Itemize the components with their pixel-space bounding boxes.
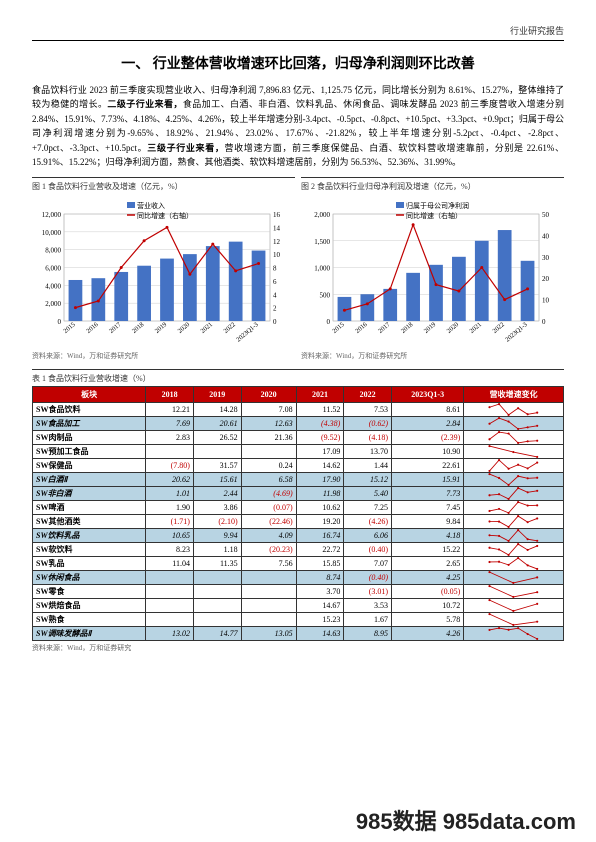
table-row: SW保健品(7.80)31.570.2414.621.4422.61 bbox=[33, 459, 564, 473]
chart1-title: 图 1 食品饮料行业营收及增速（亿元，%） bbox=[32, 177, 295, 192]
svg-text:0: 0 bbox=[273, 318, 277, 326]
svg-text:2018: 2018 bbox=[400, 322, 414, 336]
svg-text:2: 2 bbox=[273, 305, 277, 313]
svg-text:12,000: 12,000 bbox=[42, 211, 62, 219]
svg-text:归属于母公司净利润: 归属于母公司净利润 bbox=[406, 201, 469, 210]
svg-text:0: 0 bbox=[542, 318, 546, 326]
svg-text:40: 40 bbox=[542, 233, 550, 241]
svg-text:500: 500 bbox=[320, 292, 331, 300]
table-row: SW啤酒1.903.86(0.07)10.627.257.45 bbox=[33, 501, 564, 515]
table-title: 表 1 食品饮料行业营收增速（%） bbox=[32, 369, 564, 384]
svg-text:2016: 2016 bbox=[354, 321, 369, 335]
table-row: SW非白酒1.012.44(4.69)11.985.407.73 bbox=[33, 487, 564, 501]
table-row: SW软饮料8.231.18(20.23)22.72(0.40)15.22 bbox=[33, 543, 564, 557]
svg-text:2021: 2021 bbox=[200, 322, 214, 336]
body-paragraph: 食品饮料行业 2023 前三季度实现营业收入、归母净利润 7,896.83 亿元… bbox=[32, 83, 564, 169]
svg-text:0: 0 bbox=[327, 318, 331, 326]
svg-text:10: 10 bbox=[273, 251, 281, 259]
table-source: 资料来源：Wind，万和证券研究 bbox=[32, 643, 564, 653]
table-row: SW零食3.70(3.01)(0.05) bbox=[33, 585, 564, 599]
svg-text:10,000: 10,000 bbox=[42, 229, 62, 237]
table-row: SW乳品11.0411.357.5615.857.072.65 bbox=[33, 557, 564, 571]
chart1: 0 2,000 4,000 6,000 8,000 10,000 12,000 0 2 4 6 8 10… bbox=[32, 194, 292, 349]
main-title: 一、 行业整体营收增速环比回落，归母净利润则环比改善 bbox=[32, 53, 564, 73]
svg-text:12: 12 bbox=[273, 238, 281, 246]
svg-text:1,000: 1,000 bbox=[314, 265, 330, 273]
svg-text:同比增速（右轴）: 同比增速（右轴） bbox=[137, 211, 193, 220]
svg-text:16: 16 bbox=[273, 211, 281, 219]
svg-text:50: 50 bbox=[542, 211, 550, 219]
svg-text:2023Q1-3: 2023Q1-3 bbox=[235, 322, 260, 344]
table-row: SW熟食15.231.675.78 bbox=[33, 613, 564, 627]
svg-text:2023Q1-3: 2023Q1-3 bbox=[504, 322, 529, 344]
header-label: 行业研究报告 bbox=[32, 24, 564, 41]
table-row: SW肉制品2.8326.5221.36(9.52)(4.18)(2.39) bbox=[33, 431, 564, 445]
svg-text:14: 14 bbox=[273, 225, 281, 233]
svg-text:2015: 2015 bbox=[62, 322, 76, 336]
svg-text:营业收入: 营业收入 bbox=[137, 201, 165, 210]
svg-text:2017: 2017 bbox=[377, 321, 392, 335]
table-row: SW食品加工7.6920.6112.63(4.38)(0.62)2.84 bbox=[33, 417, 564, 431]
table-row: SW食品饮料12.2114.287.0811.527.538.61 bbox=[33, 403, 564, 417]
table-row: SW休闲食品8.74(0.40)4.25 bbox=[33, 571, 564, 585]
svg-text:2016: 2016 bbox=[85, 321, 100, 335]
svg-text:10: 10 bbox=[542, 297, 550, 305]
svg-text:4: 4 bbox=[273, 292, 277, 300]
chart2: 0 500 1,000 1,500 2,000 0 10 20 30 40 50 2015 2016 20… bbox=[301, 194, 561, 349]
svg-text:2018: 2018 bbox=[131, 322, 145, 336]
svg-text:2019: 2019 bbox=[423, 322, 437, 336]
svg-text:20: 20 bbox=[542, 276, 550, 284]
svg-text:2017: 2017 bbox=[108, 321, 123, 335]
chart2-title: 图 2 食品饮料行业归母净利润及增速（亿元，%） bbox=[301, 177, 564, 192]
svg-text:6: 6 bbox=[273, 278, 277, 286]
table-row: SW白酒Ⅱ20.6215.616.5817.9015.1215.91 bbox=[33, 473, 564, 487]
svg-text:8: 8 bbox=[273, 265, 277, 273]
svg-text:2,000: 2,000 bbox=[314, 211, 330, 219]
watermark: 985数据 985data.com bbox=[356, 804, 576, 836]
svg-text:同比增速（右轴）: 同比增速（右轴） bbox=[406, 211, 462, 220]
table-row: SW其他酒类(1.71)(2.10)(22.46)19.20(4.26)9.84 bbox=[33, 515, 564, 529]
table-row: SW饮料乳品10.659.944.0916.746.064.18 bbox=[33, 529, 564, 543]
chart1-source: 资料来源：Wind，万和证券研究所 bbox=[32, 351, 295, 361]
svg-text:1,500: 1,500 bbox=[314, 238, 330, 246]
revenue-growth-table: 板块201820192020202120222023Q1-3营收增速变化SW食品… bbox=[32, 386, 564, 641]
svg-text:30: 30 bbox=[542, 254, 550, 262]
svg-text:2020: 2020 bbox=[446, 322, 460, 336]
svg-text:2021: 2021 bbox=[469, 322, 483, 336]
table-row: SW预加工食品17.0913.7010.90 bbox=[33, 445, 564, 459]
svg-text:2022: 2022 bbox=[491, 322, 505, 336]
svg-text:2020: 2020 bbox=[177, 322, 191, 336]
svg-text:2022: 2022 bbox=[222, 322, 236, 336]
svg-text:0: 0 bbox=[58, 318, 62, 326]
svg-text:2015: 2015 bbox=[331, 322, 345, 336]
table-row: SW烘焙食品14.673.5310.72 bbox=[33, 599, 564, 613]
svg-text:4,000: 4,000 bbox=[45, 283, 61, 291]
svg-text:8,000: 8,000 bbox=[45, 247, 61, 255]
svg-text:2,000: 2,000 bbox=[45, 301, 61, 309]
chart2-source: 资料来源：Wind，万和证券研究所 bbox=[301, 351, 564, 361]
svg-text:6,000: 6,000 bbox=[45, 265, 61, 273]
table-row: SW调味发酵品Ⅱ13.0214.7713.0514.638.954.26 bbox=[33, 627, 564, 641]
svg-text:2019: 2019 bbox=[154, 322, 168, 336]
